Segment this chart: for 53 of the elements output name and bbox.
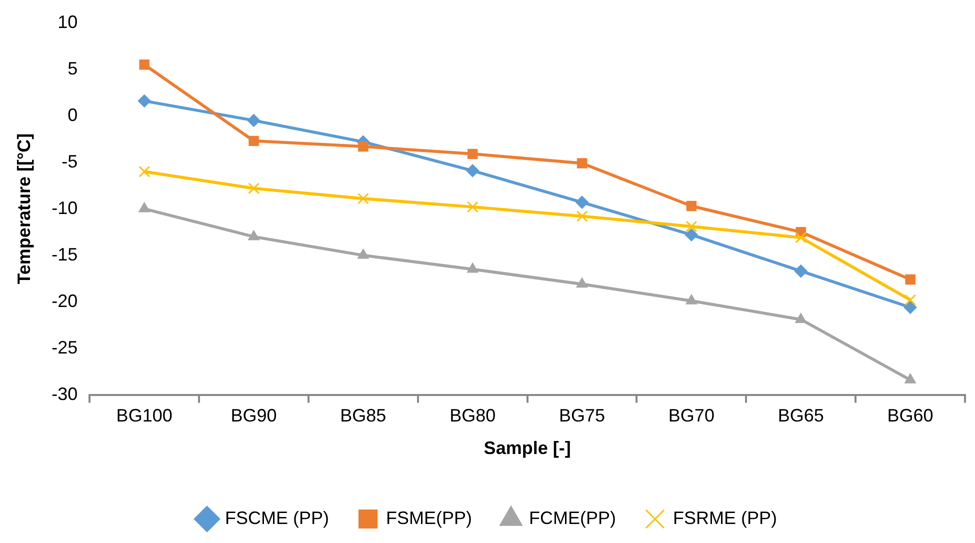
y-axis-title: Temperature [[°C] — [14, 133, 34, 284]
y-tick-label: -20 — [52, 290, 78, 311]
point — [576, 158, 588, 168]
y-tick-label: 5 — [68, 58, 78, 78]
point — [576, 196, 589, 209]
point — [576, 278, 588, 288]
x-tick-label: BG60 — [887, 406, 934, 426]
point — [247, 114, 260, 127]
point — [248, 136, 259, 146]
x-tick-label: BG70 — [668, 406, 714, 426]
y-tick-label: 10 — [58, 12, 78, 32]
point — [138, 94, 151, 108]
x-axis-title: Sample [-] — [484, 438, 571, 458]
point — [904, 294, 916, 306]
point — [466, 262, 478, 273]
point — [466, 164, 480, 178]
point — [468, 148, 478, 160]
point — [466, 201, 478, 213]
x-tick-label: BG90 — [230, 406, 277, 426]
point — [138, 202, 150, 212]
point — [686, 294, 698, 304]
point — [357, 192, 369, 204]
point — [248, 230, 260, 240]
point — [576, 210, 588, 222]
x-tick-label: BG80 — [450, 406, 496, 426]
point — [904, 373, 916, 384]
y-tick-label: -30 — [52, 384, 78, 404]
point — [686, 220, 698, 232]
point — [139, 60, 150, 70]
point — [794, 264, 808, 278]
point — [138, 166, 150, 178]
y-tick-label: -5 — [62, 151, 78, 172]
x-tick-label: BG75 — [559, 406, 606, 426]
point — [357, 248, 369, 259]
legend-label: FCME(PP) — [529, 508, 616, 528]
y-tick-label: -25 — [52, 337, 78, 358]
point — [358, 141, 368, 152]
point — [795, 232, 807, 244]
y-tick-label: -10 — [52, 198, 78, 218]
y-tick-label: -15 — [52, 244, 78, 264]
point — [684, 228, 698, 242]
point — [904, 300, 917, 314]
x-tick-label: BG100 — [116, 406, 172, 426]
legend-label: FSCME (PP) — [225, 508, 330, 528]
y-tick-label: 0 — [68, 104, 78, 125]
x-tick-label: BG65 — [778, 406, 824, 426]
point — [686, 200, 697, 212]
x-tick-label: BG85 — [340, 406, 386, 426]
point — [248, 182, 260, 194]
point — [795, 312, 807, 323]
legend-label: FSME(PP) — [386, 508, 472, 528]
legend-label: FSRME (PP) — [673, 508, 778, 528]
point — [905, 274, 916, 285]
